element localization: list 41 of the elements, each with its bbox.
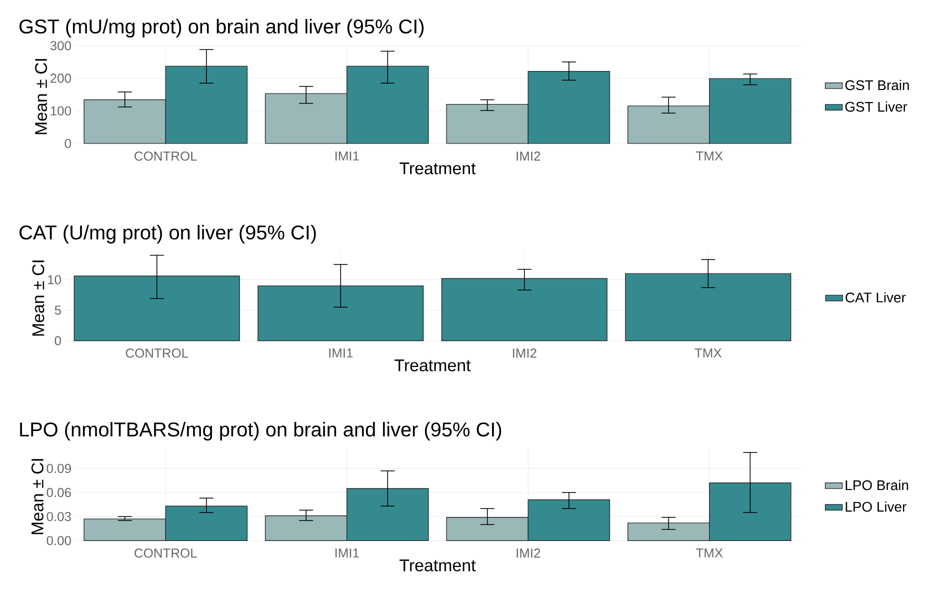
legend-label: GST Liver: [845, 101, 908, 112]
y-axis-title: Mean ± CI: [35, 59, 48, 134]
chart-title: CAT (U/mg prot) on liver (95% CI): [20, 224, 316, 244]
x-tick-label: CONTROL: [134, 152, 197, 161]
x-tick-label: IMI1: [335, 152, 359, 160]
legend-label: CAT Liver: [846, 292, 906, 302]
y-tick-label: 0: [54, 336, 61, 346]
bar: [441, 278, 608, 342]
y-tick-label: 0.09: [46, 464, 71, 474]
bar: [258, 285, 424, 342]
x-tick-label: IMI2: [516, 548, 540, 558]
y-axis-title: Mean ± CI: [32, 260, 44, 336]
legend-label: GST Brain: [845, 80, 909, 90]
bar: [74, 276, 240, 342]
x-axis-title: Treatment: [400, 162, 476, 174]
legend-label: LPO Brain: [846, 480, 908, 490]
y-tick-label: 5: [54, 306, 61, 315]
y-tick-label: 200: [50, 74, 71, 83]
x-tick-label: IMI1: [335, 548, 359, 558]
x-tick-label: TMX: [694, 348, 722, 358]
x-axis-title: Treatment: [400, 560, 476, 572]
y-tick-label: 0.03: [46, 512, 71, 522]
x-tick-label: CONTROL: [134, 548, 197, 558]
y-tick-label: 0: [64, 138, 71, 148]
y-tick-label: 0.00: [46, 536, 71, 546]
x-tick-label: CONTROL: [126, 348, 188, 358]
y-axis-title: Mean ± CI: [31, 459, 44, 534]
chart-title: LPO (nmolTBARS/mg prot) on brain and liver (95% CI): [20, 422, 502, 441]
x-tick-label: IMI2: [516, 152, 540, 161]
chart-title: GST (mU/mg prot) on brain and liver (95% CI): [19, 18, 424, 38]
y-tick-label: 10: [48, 275, 61, 284]
y-tick-label: 0.06: [46, 488, 71, 498]
x-tick-label: TMX: [696, 152, 723, 160]
x-tick-label: IMI2: [512, 348, 536, 358]
x-axis-title: Treatment: [394, 360, 471, 372]
x-tick-label: IMI1: [329, 348, 353, 358]
y-tick-label: 100: [50, 106, 71, 116]
x-tick-label: TMX: [696, 548, 723, 558]
bar: [625, 273, 792, 342]
legend-label: LPO Liver: [846, 501, 906, 512]
y-tick-label: 300: [50, 41, 71, 50]
